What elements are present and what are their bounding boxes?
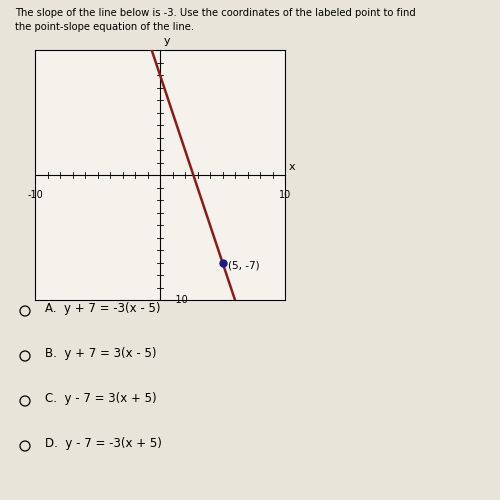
Text: 10: 10 xyxy=(279,190,291,200)
Text: (5, -7): (5, -7) xyxy=(228,261,259,271)
Text: the point-slope equation of the line.: the point-slope equation of the line. xyxy=(15,22,194,32)
Text: The slope of the line below is -3. Use the coordinates of the labeled point to f: The slope of the line below is -3. Use t… xyxy=(15,8,416,18)
Text: A.  y + 7 = -3(x - 5): A. y + 7 = -3(x - 5) xyxy=(45,302,160,315)
Text: C.  y - 7 = 3(x + 5): C. y - 7 = 3(x + 5) xyxy=(45,392,156,405)
Text: -10: -10 xyxy=(27,190,43,200)
Text: B.  y + 7 = 3(x - 5): B. y + 7 = 3(x - 5) xyxy=(45,347,156,360)
Text: x: x xyxy=(289,162,296,172)
Text: D.  y - 7 = -3(x + 5): D. y - 7 = -3(x + 5) xyxy=(45,437,162,450)
Text: y: y xyxy=(164,36,170,46)
Text: -10: -10 xyxy=(172,295,188,305)
